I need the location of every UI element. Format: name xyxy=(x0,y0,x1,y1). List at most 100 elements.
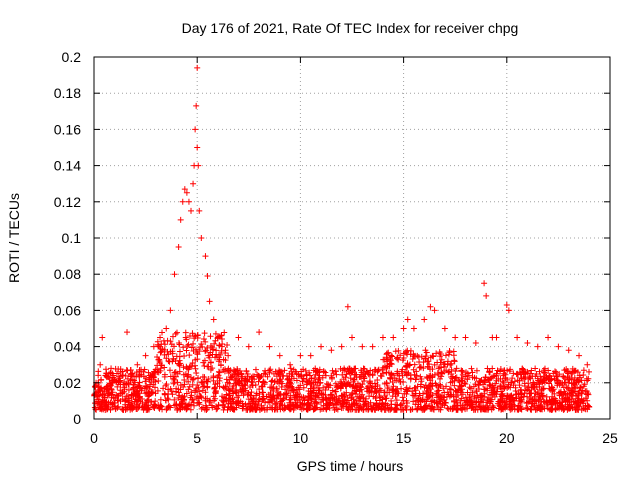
data-point xyxy=(562,403,569,410)
data-point xyxy=(110,399,117,406)
data-point xyxy=(381,356,388,363)
data-point xyxy=(363,368,370,375)
data-point xyxy=(457,383,464,390)
data-point xyxy=(419,406,426,413)
data-point xyxy=(97,377,104,384)
data-point xyxy=(244,371,251,378)
data-point xyxy=(490,373,497,380)
data-point xyxy=(386,354,393,361)
data-point xyxy=(377,372,384,379)
data-point xyxy=(179,400,186,407)
data-point xyxy=(214,374,221,381)
data-point xyxy=(181,186,188,193)
y-tick-label: 0.06 xyxy=(54,302,81,318)
data-point xyxy=(573,404,580,411)
data-point xyxy=(410,325,417,332)
data-point xyxy=(200,404,207,411)
data-point xyxy=(497,368,504,375)
data-point xyxy=(169,333,176,340)
data-point xyxy=(454,389,461,396)
data-point xyxy=(411,392,418,399)
data-point xyxy=(534,391,541,398)
data-point xyxy=(198,235,205,241)
data-point xyxy=(128,394,135,401)
data-point xyxy=(359,343,366,350)
data-point xyxy=(208,402,215,409)
data-point xyxy=(512,384,519,391)
data-point xyxy=(487,391,494,398)
data-point xyxy=(506,398,513,405)
data-point xyxy=(235,378,242,385)
data-point xyxy=(530,402,537,409)
data-point xyxy=(156,358,163,365)
data-point xyxy=(551,375,558,382)
data-point xyxy=(536,381,543,388)
data-point xyxy=(343,399,350,406)
data-point xyxy=(499,390,506,397)
data-point xyxy=(287,396,294,403)
data-point xyxy=(120,406,127,413)
data-point xyxy=(402,363,409,370)
data-point xyxy=(186,383,193,390)
data-point xyxy=(540,377,547,384)
data-point xyxy=(92,406,99,413)
data-point xyxy=(322,369,329,376)
data-point xyxy=(538,399,545,406)
data-point xyxy=(254,371,261,378)
data-point xyxy=(95,368,102,375)
data-point xyxy=(448,360,455,367)
data-point xyxy=(134,361,141,368)
data-point xyxy=(126,401,133,408)
data-point xyxy=(345,368,352,375)
data-point xyxy=(137,398,144,405)
data-point xyxy=(447,379,454,386)
data-point xyxy=(228,374,235,381)
data-point xyxy=(161,351,168,358)
data-point xyxy=(267,384,274,391)
data-point xyxy=(434,388,441,395)
data-point xyxy=(349,406,356,413)
data-point xyxy=(315,394,322,401)
data-point xyxy=(481,280,488,287)
data-point xyxy=(366,379,373,386)
data-point xyxy=(99,401,106,408)
data-point xyxy=(389,379,396,386)
data-point xyxy=(280,392,287,399)
data-point xyxy=(172,357,179,364)
data-point xyxy=(366,393,373,400)
grid xyxy=(94,57,610,419)
data-point xyxy=(354,393,361,400)
data-point xyxy=(466,384,473,391)
data-point xyxy=(194,144,201,151)
data-point xyxy=(262,399,269,406)
data-point xyxy=(191,332,198,339)
data-point xyxy=(281,367,288,374)
x-tick-label: 5 xyxy=(193,430,201,446)
data-point xyxy=(202,348,209,355)
data-point xyxy=(235,334,242,341)
data-point xyxy=(181,353,188,360)
data-point xyxy=(394,370,401,377)
data-point xyxy=(100,406,107,413)
data-point xyxy=(454,405,461,412)
data-point xyxy=(560,406,567,413)
data-point xyxy=(482,374,489,381)
data-point xyxy=(230,366,237,373)
data-point xyxy=(187,406,194,413)
data-point xyxy=(403,388,410,395)
data-point xyxy=(296,386,303,393)
data-point xyxy=(556,392,563,399)
data-point xyxy=(92,390,99,397)
data-point xyxy=(295,371,302,378)
data-point xyxy=(418,375,425,382)
data-point xyxy=(183,347,190,354)
data-point xyxy=(151,374,158,381)
data-point xyxy=(283,390,290,397)
data-point xyxy=(177,386,184,393)
data-point xyxy=(104,373,111,380)
data-point xyxy=(383,351,390,358)
data-point xyxy=(286,370,293,377)
data-point xyxy=(222,347,229,354)
data-point xyxy=(435,394,442,401)
data-point xyxy=(560,373,567,380)
